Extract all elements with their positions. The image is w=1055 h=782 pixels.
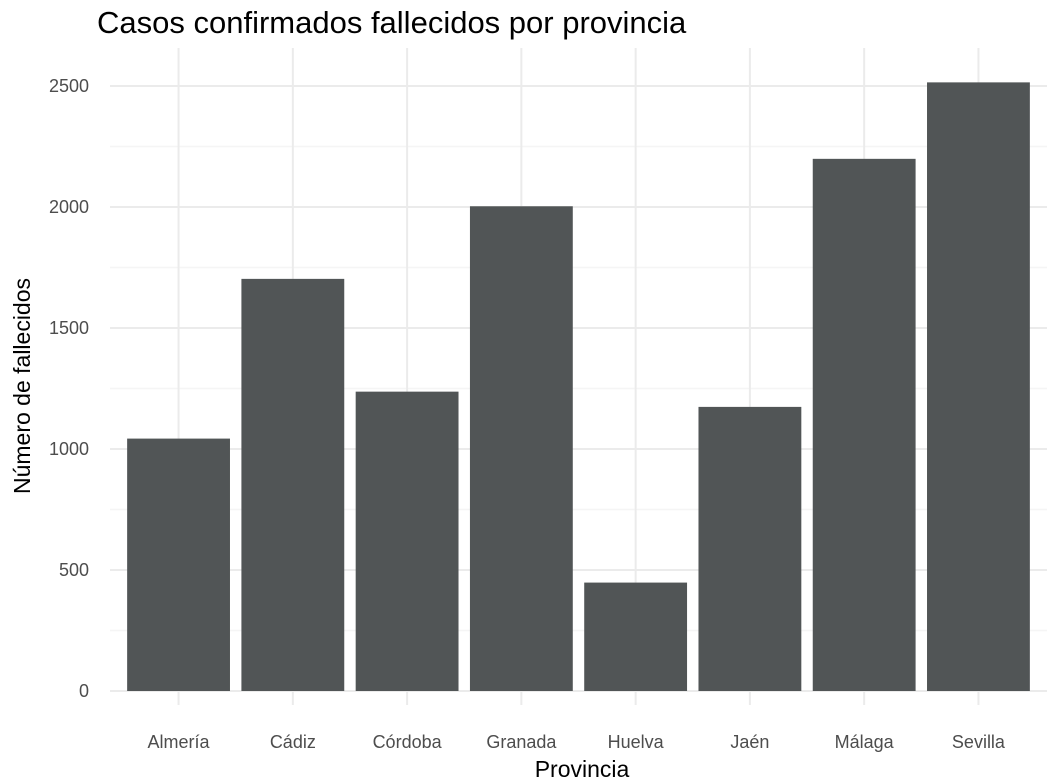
x-tick-label: Cádiz bbox=[270, 732, 316, 752]
chart-title: Casos confirmados fallecidos por provinc… bbox=[97, 5, 687, 40]
bar-huelva bbox=[584, 582, 688, 691]
x-tick-label: Sevilla bbox=[952, 732, 1006, 752]
bar-granada bbox=[469, 206, 573, 692]
x-axis-title: Provincia bbox=[535, 756, 630, 782]
bar-málaga bbox=[812, 158, 916, 692]
bars bbox=[127, 82, 1030, 692]
bar-almería bbox=[127, 438, 230, 691]
y-tick-label: 1500 bbox=[49, 318, 89, 338]
x-tick-label: Granada bbox=[486, 732, 557, 752]
y-axis-title: Número de fallecidos bbox=[9, 278, 35, 494]
y-tick-label: 2500 bbox=[49, 76, 89, 96]
y-axis-ticks: 0 500 1000 1500 2000 2500 bbox=[49, 76, 89, 701]
y-tick-label: 500 bbox=[59, 560, 89, 580]
bar-cádiz bbox=[241, 278, 345, 691]
bar-sevilla bbox=[927, 82, 1030, 692]
bar-córdoba bbox=[355, 391, 459, 691]
x-tick-label: Córdoba bbox=[373, 732, 443, 752]
y-tick-label: 2000 bbox=[49, 197, 89, 217]
bar-jaén bbox=[698, 406, 802, 691]
x-tick-label: Huelva bbox=[608, 732, 665, 752]
y-tick-label: 1000 bbox=[49, 439, 89, 459]
x-tick-label: Almería bbox=[148, 732, 211, 752]
x-axis-ticks: Almería Cádiz Córdoba Granada Huelva Jaén Mála… bbox=[148, 732, 1006, 752]
y-tick-label: 0 bbox=[79, 681, 89, 701]
x-tick-label: Jaén bbox=[730, 732, 769, 752]
x-tick-label: Málaga bbox=[835, 732, 895, 752]
